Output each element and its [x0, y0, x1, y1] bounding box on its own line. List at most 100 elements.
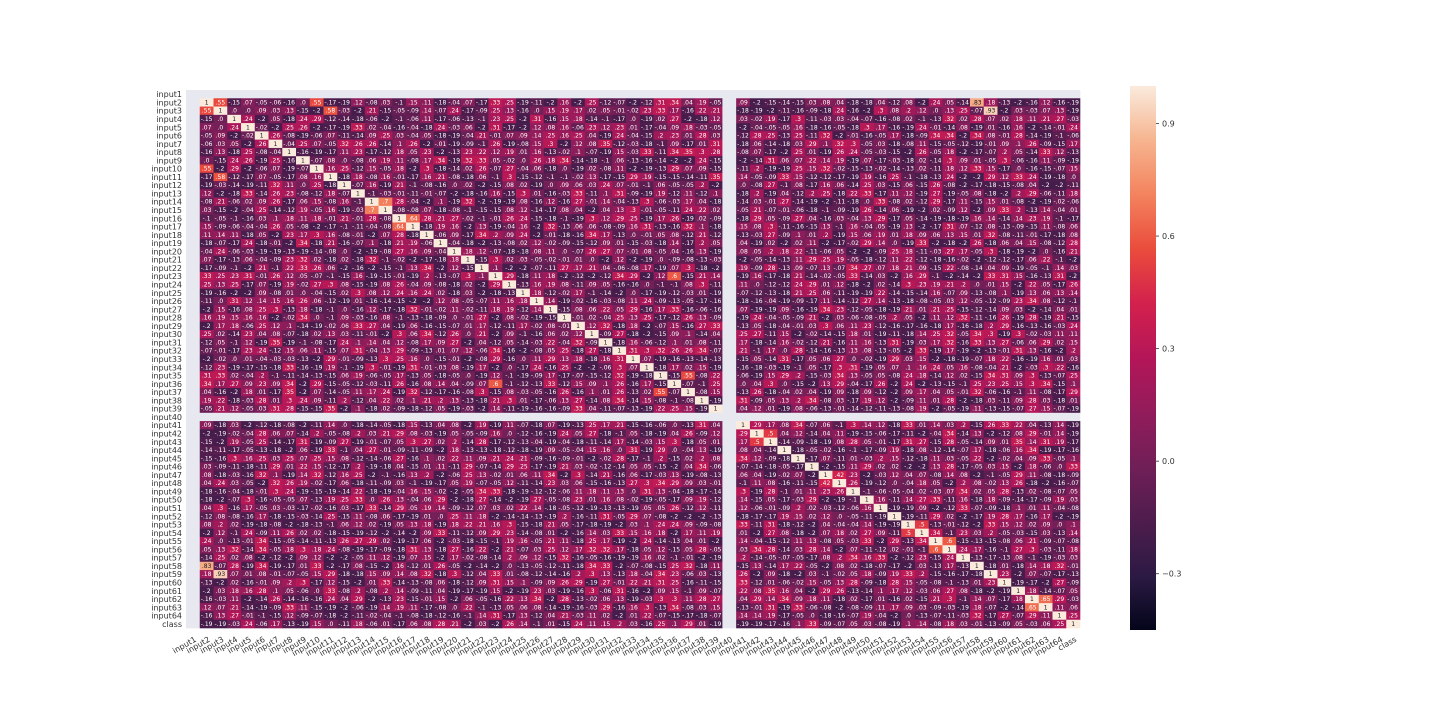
heatmap-cell-value: -.11 [778, 108, 790, 115]
heatmap-cell [612, 164, 627, 174]
heatmap-cell [928, 131, 943, 140]
heatmap-cell [694, 197, 709, 207]
heatmap-cell [1011, 197, 1026, 207]
heatmap-cell-value: -.12 [737, 133, 749, 140]
heatmap-cell-value: -.16 [476, 190, 488, 197]
heatmap-cell [777, 90, 792, 99]
heatmap-cell [378, 147, 393, 157]
heatmap-cell [433, 205, 448, 215]
heatmap-cell [626, 222, 641, 232]
heatmap-cell [804, 238, 819, 248]
heatmap-cell [186, 454, 201, 463]
heatmap-cell [598, 90, 613, 99]
heatmap-cell [722, 487, 737, 496]
heatmap-cell [791, 230, 806, 240]
heatmap-cell-value: -.14 [847, 182, 859, 189]
heatmap-cell [969, 172, 985, 182]
heatmap-cell [323, 123, 338, 132]
heatmap-cell [199, 263, 214, 273]
heatmap-cell [584, 263, 599, 273]
heatmap-cell [571, 272, 586, 281]
heatmap-cell-value: .07 [793, 157, 803, 164]
heatmap-cell [612, 139, 627, 149]
heatmap-cell-value: -.2 [313, 108, 321, 115]
heatmap-cell [227, 139, 242, 149]
heatmap-cell-value: .2 [658, 133, 664, 140]
heatmap-cell [406, 255, 421, 265]
heatmap-cell-value: .04 [1027, 182, 1037, 189]
heatmap-cell-value: .15 [793, 174, 803, 181]
heatmap-cell-value: -.15 [215, 157, 227, 164]
heatmap-cell [227, 164, 242, 174]
heatmap-cell [873, 106, 888, 116]
heatmap-cell [516, 139, 531, 149]
heatmap-cell [584, 205, 599, 215]
heatmap-cell [502, 90, 517, 99]
heatmap-cell [364, 412, 379, 422]
heatmap-cell-value: -.2 [959, 182, 967, 189]
heatmap-cell-value: -.2 [216, 166, 224, 173]
heatmap-cell-value: .33 [243, 190, 253, 197]
heatmap-cell [557, 131, 572, 140]
heatmap-cell [268, 272, 283, 281]
heatmap-cell-value: .06 [656, 182, 666, 189]
heatmap-cell [254, 189, 269, 198]
heatmap-cell-value: .05 [1013, 149, 1023, 156]
heatmap-cell [488, 197, 503, 207]
heatmap-cell [722, 387, 737, 397]
heatmap-cell [199, 181, 214, 190]
heatmap-cell [1024, 164, 1040, 174]
heatmap-cell [584, 247, 599, 256]
heatmap-cell [763, 238, 778, 248]
heatmap-cell [612, 189, 627, 198]
heatmap-cell [598, 238, 613, 248]
heatmap-cell [364, 131, 379, 140]
heatmap-cell-value: -.04 [407, 124, 419, 131]
heatmap-cell-value: .35 [711, 174, 721, 181]
heatmap-cell [282, 189, 297, 198]
heatmap-cell-value: .93 [986, 108, 996, 115]
heatmap-cell [708, 90, 723, 99]
heatmap-cell [791, 214, 806, 223]
heatmap-cell-value: .24 [298, 116, 308, 123]
heatmap-cell [502, 412, 517, 422]
heatmap-cell-value: .33 [573, 190, 583, 197]
heatmap-cell-value: .07 [504, 133, 514, 140]
heatmap-cell-value: -.05 [833, 124, 845, 131]
heatmap-cell [818, 164, 833, 174]
heatmap-cell-value: .08 [587, 141, 597, 148]
heatmap-cell-value: -.15 [1040, 166, 1052, 173]
heatmap-cell [447, 172, 462, 182]
heatmap-cell-value: -.11 [1067, 182, 1079, 189]
heatmap-cell [832, 156, 847, 165]
heatmap-cell [1052, 222, 1067, 232]
heatmap-cell [337, 181, 352, 190]
heatmap-cell-value: -.04 [462, 133, 474, 140]
heatmap-cell [983, 238, 998, 248]
heatmap-cell-value: .18 [394, 149, 404, 156]
heatmap-cell-value: -.18 [888, 141, 900, 148]
heatmap-cell [956, 255, 971, 265]
heatmap-cell [956, 164, 971, 174]
heatmap-cell-value: .0 [740, 182, 746, 189]
heatmap-cell [323, 181, 338, 190]
heatmap-cell-value: .26 [367, 141, 377, 148]
heatmap-cell [254, 205, 269, 215]
heatmap-cell [186, 131, 201, 140]
heatmap-cell [529, 205, 544, 215]
heatmap-cell [846, 172, 861, 182]
heatmap-cell [1052, 189, 1067, 198]
heatmap-cell-value: .03 [1013, 108, 1023, 115]
heatmap-cell-value: -.16 [1026, 99, 1038, 106]
heatmap-cell [268, 238, 283, 248]
heatmap-cell [364, 156, 379, 165]
heatmap-cell-value: .15 [312, 199, 322, 206]
heatmap-cell [461, 139, 476, 149]
heatmap-cell-value: .17 [1068, 141, 1078, 148]
heatmap-cell [282, 172, 297, 182]
heatmap-cell [351, 247, 366, 256]
heatmap-cell [364, 238, 379, 248]
heatmap-cell [213, 98, 228, 107]
heatmap-cell-value: .08 [821, 99, 831, 106]
heatmap-cell [364, 247, 379, 256]
